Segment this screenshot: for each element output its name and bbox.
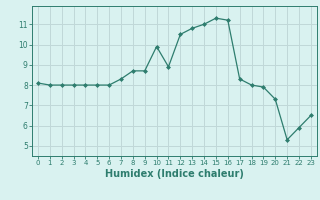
X-axis label: Humidex (Indice chaleur): Humidex (Indice chaleur) (105, 169, 244, 179)
